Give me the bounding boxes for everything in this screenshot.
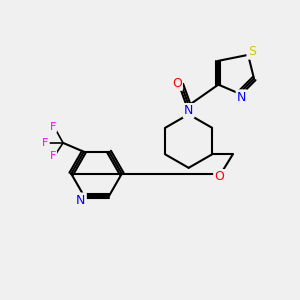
Text: S: S <box>248 45 256 58</box>
Text: N: N <box>237 91 246 103</box>
Text: N: N <box>76 194 86 207</box>
Text: F: F <box>42 138 48 148</box>
Text: F: F <box>50 151 56 161</box>
Text: F: F <box>50 122 56 131</box>
Text: O: O <box>172 76 182 90</box>
Text: N: N <box>184 104 193 117</box>
Text: O: O <box>214 170 224 183</box>
